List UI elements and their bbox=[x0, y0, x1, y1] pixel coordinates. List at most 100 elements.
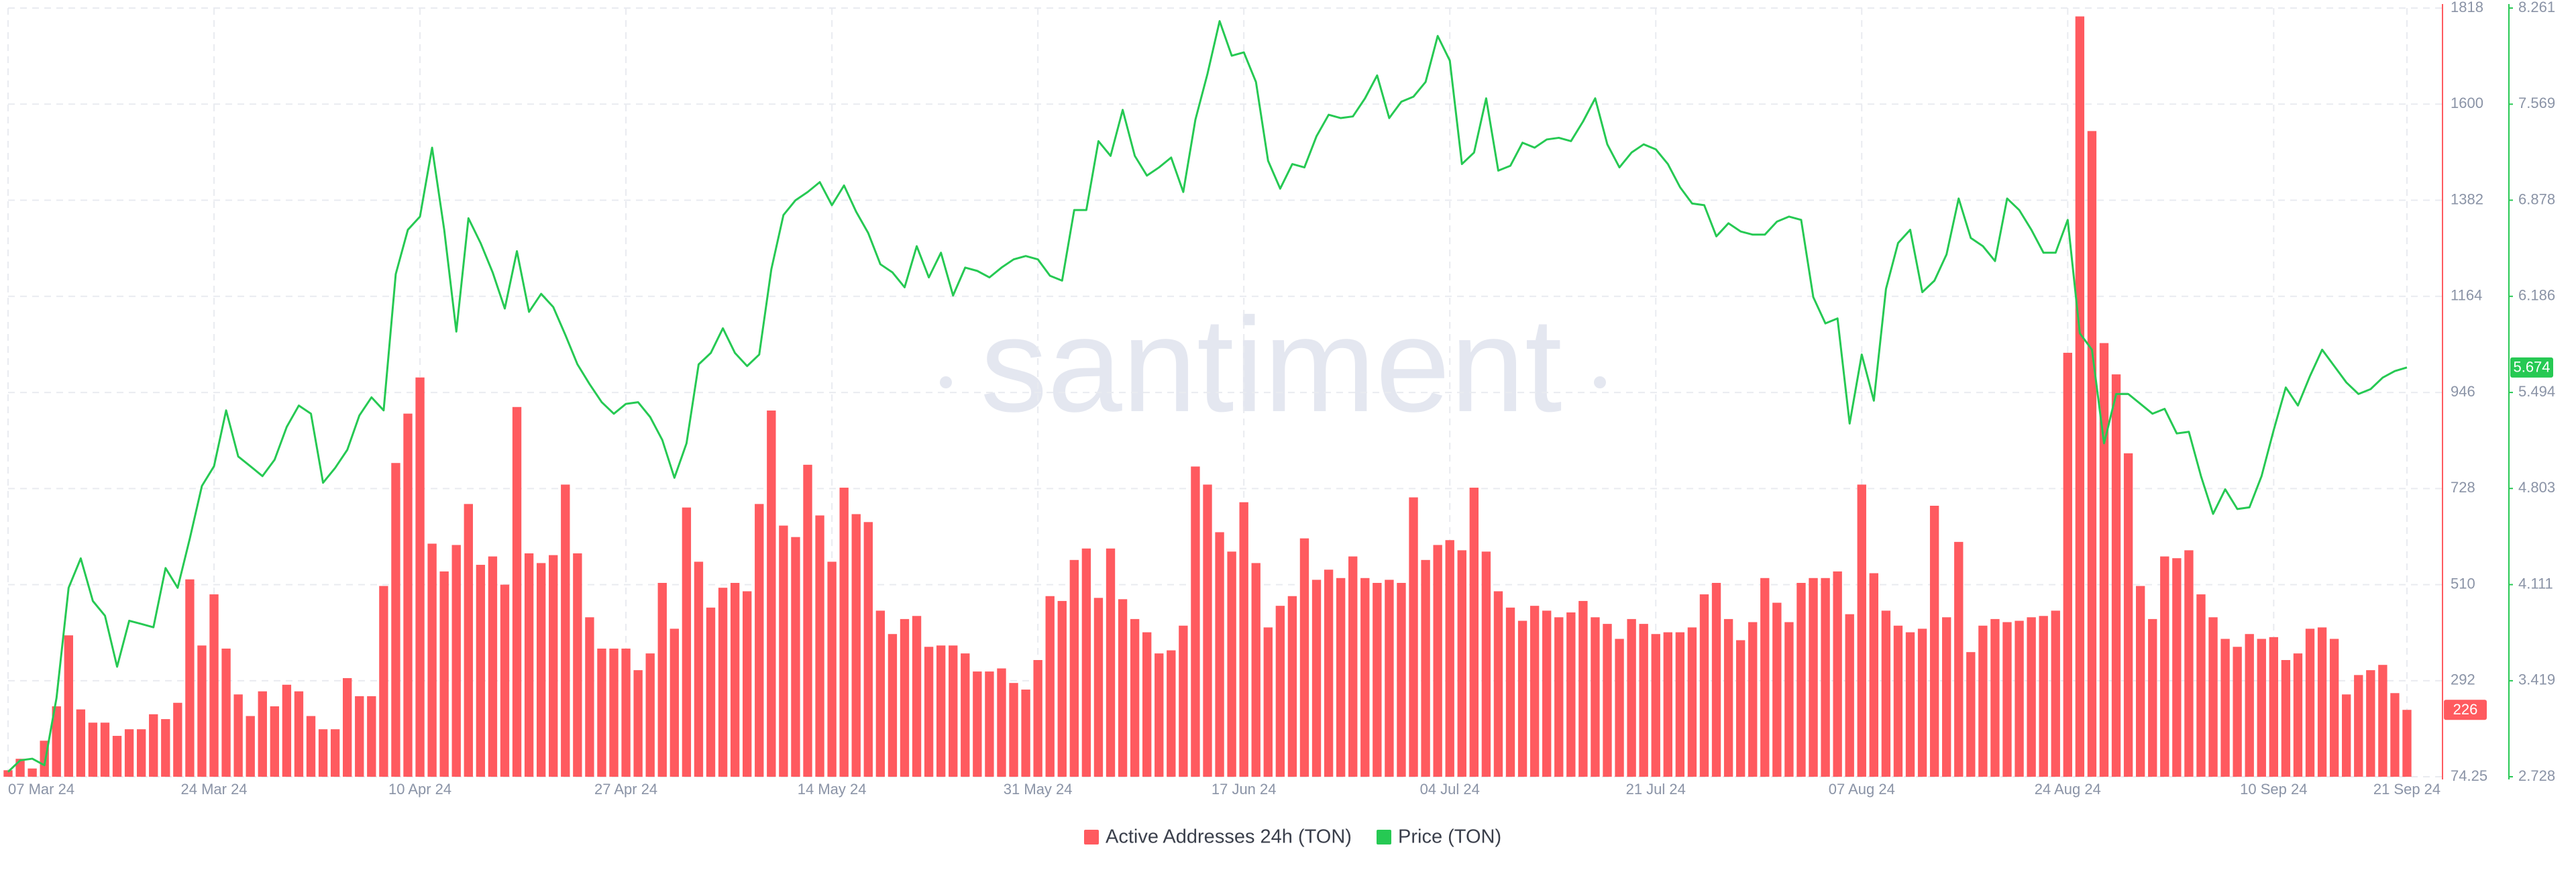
bar bbox=[1081, 548, 1091, 777]
bar bbox=[1542, 610, 1552, 777]
x-tick-label: 17 Jun 24 bbox=[1212, 781, 1277, 798]
bar bbox=[1155, 653, 1164, 777]
legend-label: Price (TON) bbox=[1398, 826, 1501, 848]
bar bbox=[233, 694, 243, 777]
bar bbox=[1748, 622, 1758, 777]
bar bbox=[2305, 629, 2315, 777]
bar bbox=[863, 522, 873, 777]
bar bbox=[597, 648, 606, 777]
watermark: santiment bbox=[980, 290, 1562, 440]
bar bbox=[1093, 598, 1104, 777]
bar bbox=[1251, 563, 1260, 777]
bar bbox=[1457, 550, 1466, 777]
bar bbox=[694, 561, 704, 777]
bar bbox=[2099, 343, 2109, 777]
bar bbox=[1421, 559, 1430, 777]
bar bbox=[2002, 622, 2012, 777]
bar bbox=[28, 768, 37, 777]
bar bbox=[2184, 550, 2194, 777]
bar bbox=[52, 706, 61, 777]
x-tick-label: 27 Apr 24 bbox=[594, 781, 657, 798]
bar bbox=[1167, 650, 1176, 777]
x-tick-label: 21 Sep 24 bbox=[2373, 781, 2440, 798]
bar bbox=[1772, 602, 1782, 777]
bar bbox=[1433, 545, 1442, 777]
bar bbox=[1481, 551, 1491, 777]
bar bbox=[1505, 607, 1515, 777]
bar bbox=[136, 729, 146, 777]
bar bbox=[997, 668, 1006, 777]
bar bbox=[100, 722, 110, 777]
bar bbox=[803, 464, 812, 777]
y2-tick-label: 4.111 bbox=[2518, 575, 2553, 592]
bar bbox=[718, 588, 728, 777]
bar bbox=[1603, 624, 1612, 777]
bar bbox=[1809, 578, 1818, 777]
bar bbox=[1142, 632, 1152, 777]
bar bbox=[2075, 16, 2085, 777]
bar bbox=[1990, 618, 2000, 777]
bar bbox=[1118, 599, 1128, 777]
bar bbox=[1639, 624, 1648, 777]
bar bbox=[645, 653, 655, 777]
bar bbox=[851, 514, 861, 777]
legend-label: Active Addresses 24h (TON) bbox=[1106, 826, 1352, 848]
bar bbox=[1360, 578, 1370, 777]
bar bbox=[561, 484, 570, 777]
bar bbox=[1517, 620, 1527, 777]
bar bbox=[936, 645, 946, 777]
bar bbox=[973, 671, 982, 777]
y-tick-label: 1382 bbox=[2451, 190, 2483, 207]
bar bbox=[633, 670, 643, 777]
bar bbox=[1045, 596, 1055, 777]
bar bbox=[149, 714, 158, 777]
y2-tick-label: 2.728 bbox=[2518, 767, 2555, 784]
bar bbox=[403, 413, 413, 777]
bar bbox=[2233, 647, 2242, 777]
bar bbox=[391, 463, 400, 777]
bar bbox=[682, 507, 692, 777]
value-badge bbox=[2510, 357, 2553, 378]
bar bbox=[743, 591, 752, 777]
bar bbox=[2196, 594, 2206, 777]
x-tick-label: 21 Jul 24 bbox=[1626, 781, 1686, 798]
bar bbox=[1966, 652, 1976, 777]
bar bbox=[1978, 625, 1988, 777]
bar bbox=[2220, 639, 2230, 777]
bar bbox=[1299, 538, 1309, 777]
bar bbox=[1239, 502, 1248, 777]
bar bbox=[500, 584, 510, 777]
bar bbox=[2039, 616, 2048, 777]
bar bbox=[536, 563, 546, 777]
bar bbox=[1723, 618, 1733, 777]
bar bbox=[1699, 594, 1709, 777]
bar bbox=[2354, 675, 2363, 777]
bar bbox=[875, 610, 885, 777]
bar bbox=[379, 586, 388, 777]
x-tick-label: 24 Mar 24 bbox=[180, 781, 247, 798]
bar bbox=[1845, 614, 1854, 777]
bar bbox=[2148, 618, 2157, 777]
x-tick-label: 14 May 24 bbox=[798, 781, 867, 798]
bar bbox=[706, 607, 716, 777]
bar bbox=[1409, 497, 1418, 777]
bar bbox=[2269, 637, 2279, 777]
bar bbox=[1687, 627, 1697, 777]
bar bbox=[2087, 131, 2097, 777]
x-tick-label: 07 Aug 24 bbox=[1829, 781, 1895, 798]
y-tick-label: 510 bbox=[2451, 575, 2475, 592]
bar bbox=[1929, 505, 1939, 777]
bar bbox=[415, 377, 425, 777]
bar bbox=[2390, 693, 2400, 777]
y-tick-label: 74.25 bbox=[2451, 767, 2487, 784]
bar bbox=[961, 653, 970, 777]
bar bbox=[1287, 596, 1297, 777]
y2-tick-label: 4.803 bbox=[2518, 479, 2555, 496]
bar bbox=[2317, 627, 2327, 777]
bar bbox=[924, 647, 934, 777]
y2-tick-label: 5.494 bbox=[2518, 383, 2555, 400]
bar bbox=[900, 618, 910, 777]
watermark-dot bbox=[940, 376, 952, 388]
y2-tick-label: 7.569 bbox=[2518, 95, 2555, 111]
